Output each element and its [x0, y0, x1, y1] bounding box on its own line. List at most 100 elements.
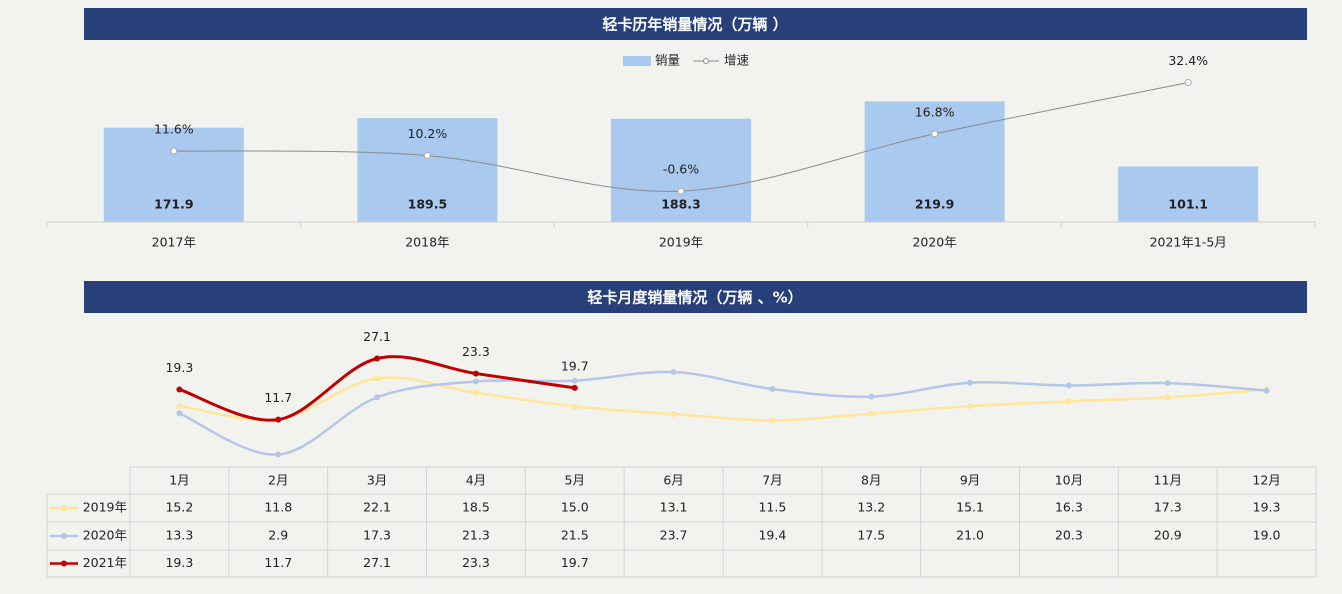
growth-label: 16.8%: [915, 104, 955, 119]
bar: [1118, 166, 1259, 222]
table-cell: 17.3: [363, 528, 391, 543]
legend-marker: [61, 533, 67, 539]
table-cell: 19.3: [1253, 500, 1281, 515]
bar-label: 188.3: [661, 197, 701, 212]
series-marker: [571, 403, 578, 410]
table-cell: 27.1: [363, 555, 391, 570]
table-header: 7月: [762, 473, 782, 488]
bar: [357, 118, 498, 222]
bar-label: 189.5: [408, 197, 448, 212]
growth-label: 10.2%: [408, 126, 448, 141]
series-marker: [670, 411, 677, 418]
series-marker: [868, 393, 875, 400]
growth-marker: [1184, 79, 1192, 87]
table-cell: 22.1: [363, 500, 391, 515]
table-cell: 23.3: [462, 555, 490, 570]
table-header: 4月: [466, 473, 486, 488]
table-cell: 2.9: [268, 528, 288, 543]
x-tick-label: 2018年: [405, 235, 449, 250]
table-header: 6月: [663, 473, 683, 488]
chart-title: 轻卡月度销量情况（万辆 、%）: [587, 289, 802, 307]
growth-marker: [170, 147, 178, 155]
data-label: 11.7: [264, 390, 292, 405]
series-marker: [176, 402, 183, 409]
table-cell: 15.1: [956, 500, 984, 515]
table-header: 9月: [960, 473, 980, 488]
data-label: 19.7: [561, 358, 589, 373]
table-cell: 21.3: [462, 528, 490, 543]
table-cell: 11.7: [264, 555, 292, 570]
table-cell: 21.0: [956, 528, 984, 543]
table-cell: 15.2: [165, 500, 193, 515]
series-marker: [868, 410, 875, 417]
data-label: 27.1: [363, 329, 391, 344]
table-cell: 18.5: [462, 500, 490, 515]
table-cell: 17.3: [1154, 500, 1182, 515]
legend-label: 增速: [724, 53, 750, 68]
x-tick-label: 2017年: [152, 235, 196, 250]
bar-label: 101.1: [1168, 197, 1208, 212]
table-cell: 11.8: [264, 500, 292, 515]
bar-label: 171.9: [154, 197, 194, 212]
table-cell: 21.5: [561, 528, 589, 543]
series-marker: [176, 386, 183, 393]
series-marker: [374, 394, 381, 401]
table-cell: 19.7: [561, 555, 589, 570]
series-marker: [769, 386, 776, 393]
legend-label: 2020年: [83, 528, 127, 543]
legend-label: 2019年: [83, 500, 127, 515]
legend-label: 2021年: [83, 555, 127, 570]
table-header: 1月: [169, 473, 189, 488]
data-label: 19.3: [165, 360, 193, 375]
chart-title: 轻卡历年销量情况（万辆 ）: [602, 16, 787, 34]
table-cell: 13.2: [857, 500, 885, 515]
legend-label: 销量: [655, 53, 680, 68]
series-marker: [275, 451, 282, 458]
series-line: [179, 376, 1267, 422]
growth-marker: [931, 130, 939, 138]
table-cell: 13.1: [660, 500, 688, 515]
table-header: 8月: [861, 473, 881, 488]
legend-swatch: [623, 56, 651, 66]
growth-marker: [423, 152, 431, 160]
table-cell: 20.3: [1055, 528, 1083, 543]
table-cell: 20.9: [1154, 528, 1182, 543]
table-header: 3月: [367, 473, 387, 488]
table-cell: 19.4: [758, 528, 786, 543]
bar: [864, 101, 1005, 222]
table-cell: 17.5: [857, 528, 885, 543]
series-marker: [1164, 394, 1171, 401]
x-tick-label: 2021年1-5月: [1150, 235, 1227, 250]
series-marker: [275, 416, 282, 423]
x-tick-label: 2020年: [912, 235, 956, 250]
legend-marker: [61, 505, 67, 511]
data-label: 23.3: [462, 344, 490, 359]
series-marker: [374, 375, 381, 382]
title-bar: [84, 8, 1307, 40]
series-marker: [176, 410, 183, 417]
series-marker: [374, 355, 381, 362]
growth-label: 11.6%: [154, 121, 194, 136]
legend-marker: [61, 560, 67, 567]
table-cell: 19.3: [165, 555, 193, 570]
series-marker: [472, 378, 479, 385]
table-cell: 23.7: [660, 528, 688, 543]
growth-label: 32.4%: [1168, 53, 1208, 68]
table-header: 5月: [565, 473, 585, 488]
table-header: 2月: [268, 473, 288, 488]
series-marker: [1065, 382, 1072, 389]
series-marker: [571, 377, 578, 384]
series-marker: [1164, 380, 1171, 387]
table-cell: 16.3: [1055, 500, 1083, 515]
series-marker: [1065, 398, 1072, 405]
series-marker: [571, 384, 578, 391]
table-header: 10月: [1055, 473, 1083, 488]
bar: [611, 118, 751, 222]
legend-marker: [703, 58, 709, 64]
series-marker: [967, 379, 974, 386]
table-cell: 15.0: [561, 500, 589, 515]
title-bar: [84, 281, 1307, 313]
growth-marker: [677, 187, 685, 195]
table-header: 11月: [1154, 473, 1182, 488]
